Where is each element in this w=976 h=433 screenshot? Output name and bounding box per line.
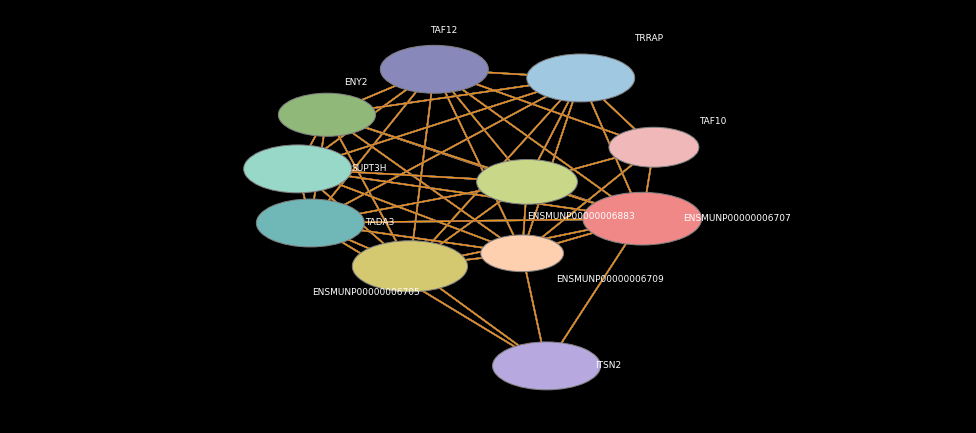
Text: TADA3: TADA3 — [365, 219, 394, 227]
Text: TAF12: TAF12 — [430, 26, 458, 35]
Text: TRRAP: TRRAP — [634, 35, 664, 43]
Text: ENSMUNP00000006705: ENSMUNP00000006705 — [312, 288, 420, 297]
Text: ENSMUNP00000006883: ENSMUNP00000006883 — [527, 212, 634, 221]
Circle shape — [381, 45, 488, 93]
Text: ENY2: ENY2 — [345, 78, 368, 87]
Circle shape — [493, 342, 600, 390]
Text: ENSMUNP00000006709: ENSMUNP00000006709 — [556, 275, 664, 284]
Text: ENSMUNP00000006707: ENSMUNP00000006707 — [683, 214, 791, 223]
Circle shape — [481, 235, 563, 271]
Circle shape — [527, 54, 634, 102]
Circle shape — [244, 145, 351, 193]
Text: ITSN2: ITSN2 — [595, 362, 622, 370]
Circle shape — [278, 93, 376, 136]
Circle shape — [583, 192, 702, 245]
Circle shape — [476, 159, 578, 204]
Circle shape — [257, 199, 364, 247]
Text: SUPT3H: SUPT3H — [351, 165, 386, 173]
Text: TAF10: TAF10 — [699, 117, 726, 126]
Circle shape — [352, 241, 468, 292]
Circle shape — [609, 127, 699, 167]
